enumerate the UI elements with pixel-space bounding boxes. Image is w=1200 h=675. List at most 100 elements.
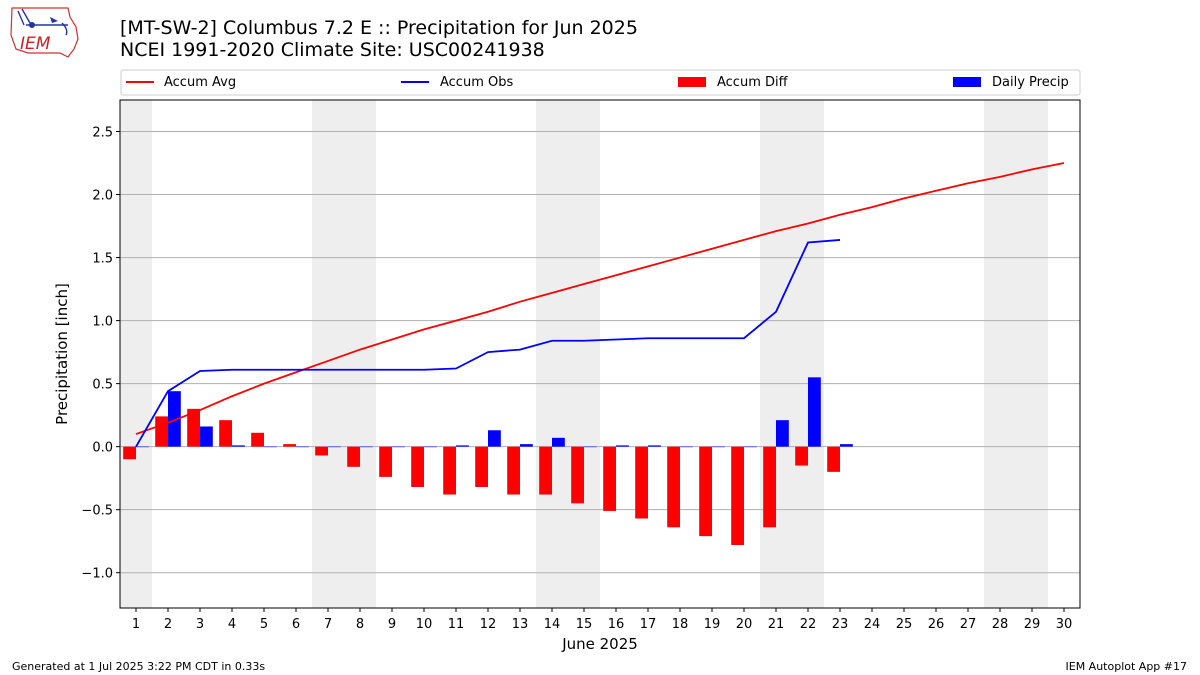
- accum-diff-bar: [155, 416, 168, 447]
- x-ticks: 1 2 3 4 5 6 7 8 9 10 11 12 13 14 15 16 17 18 19 20 21 22 23 24 2…: [132, 608, 1072, 632]
- bars: [123, 377, 853, 545]
- x-tick-label: 12: [480, 617, 497, 632]
- daily-precip-bar: [712, 446, 725, 448]
- daily-precip-bar: [584, 446, 597, 448]
- legend: Accum Avg Accum Obs Accum Diff Daily Pre…: [120, 69, 1081, 96]
- daily-precip-bar: [808, 377, 821, 447]
- accum-diff-bar: [827, 446, 840, 472]
- x-tick-label: 22: [800, 617, 817, 632]
- accum-diff-bar: [667, 446, 680, 528]
- accum-diff-bar: [763, 446, 776, 528]
- title-line-2: NCEI 1991-2020 Climate Site: USC00241938: [120, 39, 545, 61]
- daily-precip-bar: [424, 446, 437, 448]
- x-tick-label: 15: [576, 617, 593, 632]
- x-tick-label: 10: [416, 617, 433, 632]
- legend-frame: [120, 69, 1081, 96]
- legend-label-accum-diff: Accum Diff: [717, 75, 789, 90]
- daily-precip-bar: [296, 446, 309, 448]
- daily-precip-bar: [488, 430, 501, 447]
- x-tick-label: 30: [1056, 617, 1073, 632]
- legend-item-accum-avg: Accum Avg: [126, 75, 236, 90]
- x-axis-label: June 2025: [561, 635, 638, 653]
- x-tick-label: 20: [736, 617, 753, 632]
- daily-precip-bar: [552, 437, 565, 447]
- accum-diff-bar: [379, 446, 392, 477]
- daily-precip-bar: [456, 445, 469, 447]
- accum-obs-line: [135, 239, 841, 448]
- weekend-band-day-14: [536, 100, 568, 608]
- title-line-1: [MT-SW-2] Columbus 7.2 E :: Precipitatio…: [120, 17, 638, 39]
- accum-diff-bar: [539, 446, 552, 495]
- daily-precip-bar: [680, 446, 693, 448]
- accum-diff-bar: [731, 446, 744, 545]
- x-tick-label: 23: [832, 617, 849, 632]
- x-tick-label: 28: [992, 617, 1009, 632]
- accum-diff-bar: [443, 446, 456, 495]
- x-tick-label: 6: [292, 617, 300, 632]
- app-note: IEM Autoplot App #17: [1065, 660, 1188, 673]
- legend-item-accum-obs: Accum Obs: [401, 75, 513, 90]
- y-tick-label: −1.0: [81, 567, 113, 582]
- y-tick-label: 2.0: [92, 189, 113, 204]
- daily-precip-bar: [744, 446, 757, 448]
- x-tick-label: 14: [544, 617, 561, 632]
- x-tick-label: 26: [928, 617, 945, 632]
- y-tick-label: −0.5: [81, 504, 113, 519]
- accum-diff-bar: [699, 446, 712, 537]
- daily-precip-bar: [328, 446, 341, 448]
- daily-precip-bar: [200, 426, 213, 447]
- legend-item-daily-precip: Daily Precip: [953, 75, 1069, 90]
- y-axis-label: Precipitation [inch]: [53, 283, 71, 425]
- iem-logo: IEM: [8, 5, 80, 63]
- x-tick-label: 7: [324, 617, 332, 632]
- accum-avg-line: [135, 162, 1065, 435]
- x-tick-label: 25: [896, 617, 913, 632]
- accum-diff-bar: [475, 446, 488, 487]
- x-tick-label: 1: [132, 617, 140, 632]
- y-tick-label: 2.5: [92, 126, 113, 141]
- legend-label-daily-precip: Daily Precip: [992, 75, 1069, 90]
- daily-precip-bar: [648, 445, 661, 447]
- weekend-band-day-28: [984, 100, 1016, 608]
- accum-diff-bar: [187, 408, 200, 447]
- legend-label-accum-avg: Accum Avg: [164, 75, 236, 90]
- x-tick-label: 18: [672, 617, 689, 632]
- weekend-band-day-29: [1016, 100, 1048, 608]
- x-tick-label: 11: [448, 617, 465, 632]
- x-tick-label: 21: [768, 617, 785, 632]
- x-tick-label: 16: [608, 617, 625, 632]
- y-tick-label: 0.5: [92, 378, 113, 393]
- x-tick-label: 2: [164, 617, 172, 632]
- daily-precip-bar: [232, 445, 245, 447]
- accum-diff-bar: [347, 446, 360, 467]
- accum-diff-bar: [571, 446, 584, 504]
- weekend-shading: [120, 100, 1048, 608]
- x-tick-label: 29: [1024, 617, 1041, 632]
- accum-diff-bar: [219, 420, 232, 447]
- accum-diff-bar: [123, 446, 136, 460]
- accum-diff-bar: [411, 446, 424, 487]
- y-tick-label: 1.5: [92, 252, 113, 267]
- daily-precip-bar: [392, 446, 405, 448]
- lines: [135, 162, 1065, 448]
- daily-precip-bar: [168, 391, 181, 447]
- daily-precip-bar: [520, 444, 533, 447]
- chart-title: [MT-SW-2] Columbus 7.2 E :: Precipitatio…: [120, 17, 638, 61]
- x-tick-label: 13: [512, 617, 529, 632]
- y-ticks: −1.0 −0.5 0.0 0.5 1.0 1.5 2.0 2.5: [81, 126, 120, 582]
- x-tick-label: 3: [196, 617, 204, 632]
- daily-precip-bar: [840, 444, 853, 447]
- daily-precip-bar: [136, 446, 149, 448]
- accum-diff-bar: [603, 446, 616, 511]
- generated-note: Generated at 1 Jul 2025 3:22 PM CDT in 0…: [12, 660, 266, 673]
- x-tick-label: 4: [228, 617, 236, 632]
- daily-precip-bar: [360, 446, 373, 448]
- daily-precip-bar: [776, 420, 789, 447]
- x-tick-label: 17: [640, 617, 657, 632]
- logo-text: IEM: [20, 34, 51, 54]
- legend-label-accum-obs: Accum Obs: [440, 75, 513, 90]
- x-tick-label: 5: [260, 617, 268, 632]
- weekend-band-day-21: [760, 100, 792, 608]
- x-tick-label: 24: [864, 617, 881, 632]
- x-tick-label: 8: [356, 617, 364, 632]
